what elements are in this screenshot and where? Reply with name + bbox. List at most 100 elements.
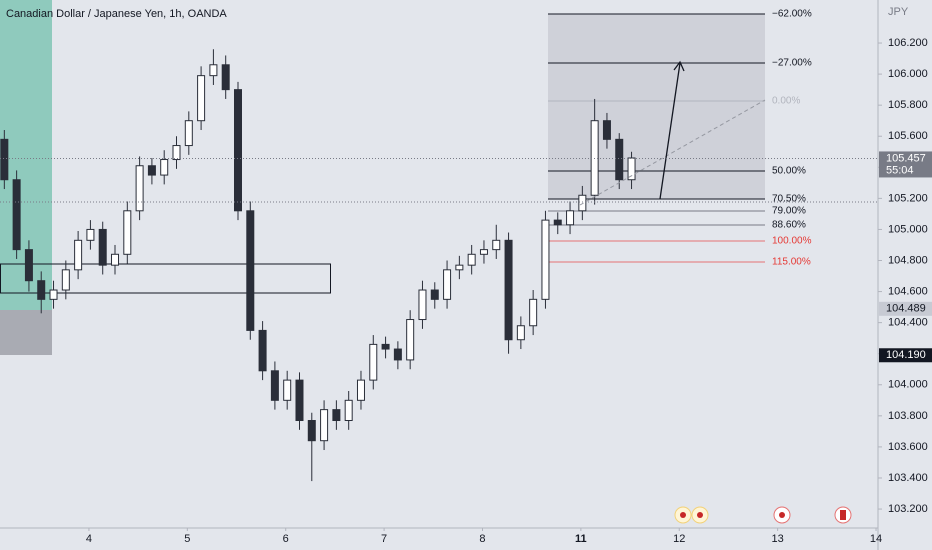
arrow-line xyxy=(659,62,681,200)
candle-body xyxy=(86,228,95,241)
candle-body xyxy=(12,179,21,251)
x-tick-label: 6 xyxy=(283,533,289,545)
candle-body xyxy=(172,145,181,161)
candle-body xyxy=(566,210,575,226)
chart-title: Canadian Dollar / Japanese Yen, 1h, OAND… xyxy=(6,8,227,20)
fib-label: 88.60% xyxy=(772,220,806,231)
y-tick-label: 104.600 xyxy=(888,285,928,297)
candle-body xyxy=(184,120,193,147)
y-tick-label: 105.800 xyxy=(888,99,928,111)
y-tick-label: 105.600 xyxy=(888,130,928,142)
candle-body xyxy=(615,138,624,181)
candle-body xyxy=(135,165,144,212)
fib-label: −27.00% xyxy=(772,58,812,69)
fib-label: 100.00% xyxy=(772,236,812,247)
candle-body xyxy=(578,194,587,212)
currency: JPY xyxy=(888,6,909,18)
y-tick-label: 103.200 xyxy=(888,503,928,515)
fib-label: −62.00% xyxy=(772,9,812,20)
candle-body xyxy=(197,75,206,122)
candle-body xyxy=(356,379,365,401)
event-icons xyxy=(674,506,852,524)
candle-body xyxy=(49,289,58,300)
candle-body xyxy=(516,325,525,341)
candle-body xyxy=(258,329,267,372)
candle-body xyxy=(270,370,279,401)
candle-body xyxy=(529,298,538,327)
candle-body xyxy=(553,219,562,226)
y-tick-label: 104.400 xyxy=(888,317,928,329)
candle-body xyxy=(467,253,476,266)
fib-label: 115.00% xyxy=(772,257,811,268)
candle-body xyxy=(233,89,242,212)
candle-body xyxy=(627,157,636,181)
candle-body xyxy=(295,379,304,422)
candle-body xyxy=(147,165,156,176)
y-tick-label: 103.400 xyxy=(888,472,928,484)
candle-body xyxy=(123,210,132,255)
candle-body xyxy=(209,64,218,77)
candle-body xyxy=(111,253,120,266)
stop-zone xyxy=(0,310,52,355)
candle-body xyxy=(541,219,550,300)
y-tick-label: 103.600 xyxy=(888,441,928,453)
range-box xyxy=(0,263,331,294)
candle-body xyxy=(393,348,402,361)
price-label-box xyxy=(879,348,932,363)
fib-label: 50.00% xyxy=(772,166,806,177)
price-label-box xyxy=(879,301,932,316)
candle-body xyxy=(221,64,230,91)
y-tick-label: 106.200 xyxy=(888,37,928,49)
x-tick-label: 13 xyxy=(772,533,784,545)
x-tick-label: 5 xyxy=(184,533,190,545)
candle-body xyxy=(98,228,107,266)
price-label-box xyxy=(879,151,932,178)
candle-body xyxy=(492,239,501,251)
candle-body xyxy=(74,239,83,271)
fib-label: 0.00% xyxy=(772,96,800,107)
candle-body xyxy=(418,289,427,321)
fib-label: 79.00% xyxy=(772,206,806,217)
y-tick-label: 104.800 xyxy=(888,254,928,266)
price-label: 105.457 xyxy=(886,152,926,164)
fib-zone xyxy=(548,14,765,199)
fib-label: 70.50% xyxy=(772,194,806,205)
candle-body xyxy=(61,269,70,291)
arrow-head xyxy=(673,60,685,72)
x-tick-label: 14 xyxy=(870,533,882,545)
candle-body xyxy=(504,239,513,341)
candle-body xyxy=(37,280,46,300)
candle-body xyxy=(406,319,415,361)
x-tick-label: 12 xyxy=(673,533,685,545)
candle-body xyxy=(283,379,292,401)
candle-body xyxy=(160,159,169,176)
candle-body xyxy=(479,249,488,255)
y-tick-label: 104.000 xyxy=(888,379,928,391)
price-label: 104.190 xyxy=(886,349,926,361)
candle-body xyxy=(332,409,341,422)
price-label: 104.489 xyxy=(886,303,926,315)
candle-body xyxy=(344,399,353,422)
candle-body xyxy=(24,249,33,282)
x-tick-label: 11 xyxy=(575,533,587,545)
candle-body xyxy=(320,409,329,442)
countdown: 55:04 xyxy=(886,164,914,176)
candle-body xyxy=(455,264,464,271)
candle-body xyxy=(307,420,316,442)
candle-body xyxy=(430,289,439,300)
candle-body xyxy=(602,120,611,140)
y-tick-label: 105.200 xyxy=(888,192,928,204)
x-tick-label: 4 xyxy=(86,533,92,545)
candle-body xyxy=(0,138,9,181)
candle-body xyxy=(369,343,378,381)
y-tick-label: 106.000 xyxy=(888,68,928,80)
candle-body xyxy=(246,210,255,331)
x-tick-label: 8 xyxy=(479,533,485,545)
fib-tool: −62.00% −27.00% 0.00% 50.00% 70.50%79.00% 88.… xyxy=(548,9,812,268)
candle-body xyxy=(381,343,390,350)
candle-body xyxy=(443,269,452,300)
x-tick-label: 7 xyxy=(381,533,387,545)
y-tick-label: 103.800 xyxy=(888,410,928,422)
